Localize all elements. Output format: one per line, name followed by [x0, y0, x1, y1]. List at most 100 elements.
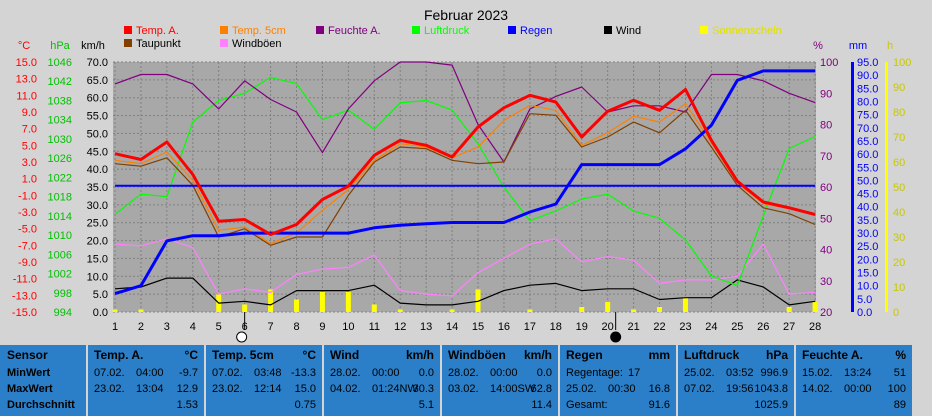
legend-label: Feuchte A. — [328, 25, 381, 37]
x-tick-label: 15 — [472, 321, 484, 333]
rain-max-value: 16.8 — [648, 383, 670, 395]
pressure-min-date: 25.02. — [684, 367, 715, 379]
y-tick-temp_c: -13.0 — [12, 290, 37, 302]
durchschnitt-label: Durchschnitt — [7, 399, 75, 411]
legend-swatch — [412, 26, 420, 34]
gust-max-time: 14:00SW — [490, 383, 536, 395]
y-tick-temp_c: 11.0 — [16, 90, 37, 102]
sunshine-bar — [319, 292, 325, 312]
temp-a-max-value: 12.9 — [176, 383, 198, 395]
temp-5cm-title: Temp. 5cm — [212, 348, 274, 362]
y-tick-temp_c: 7.0 — [22, 124, 37, 136]
temp-5cm-max-time: 12:14 — [254, 383, 282, 395]
new-moon-icon — [236, 331, 248, 343]
y-tick-wind_kmh: 5.0 — [93, 289, 108, 301]
pressure-max-date: 07.02. — [684, 383, 715, 395]
axis-unit-rain_mm: mm — [849, 40, 867, 52]
stats-pressure-box: Luftdruck hPa 25.02. 03:52 996.9 07.02. 19:5… — [678, 345, 794, 416]
temp-5cm-min-value: -13.3 — [290, 367, 316, 379]
sunshine-bar — [371, 304, 377, 312]
wind-max-value: 30.3 — [412, 383, 434, 395]
pressure-min-time: 03:52 — [726, 367, 754, 379]
y-tick-hpa: 1046 — [48, 57, 72, 69]
axis-unit-wind_kmh: km/h — [81, 40, 105, 52]
gust-min-time: 00:00 — [490, 367, 518, 379]
y-tick-sun_h: 0 — [893, 307, 899, 319]
series-feuchte-a- — [114, 61, 816, 163]
y-tick-sun_h: 70 — [893, 132, 905, 144]
weather-chart: Februar 2023 Temp. A. Temp. 5cm Feuchte A.… — [11, 7, 912, 343]
temp-5cm-min-time: 03:48 — [254, 367, 282, 379]
chart-title: Februar 2023 — [424, 7, 508, 23]
x-tick-label: 2 — [138, 321, 144, 333]
y-tick-wind_kmh: 65.0 — [87, 75, 108, 87]
y-tick-wind_kmh: 0.0 — [93, 307, 108, 319]
series-luftdruck — [114, 76, 816, 287]
y-tick-hpa: 1014 — [48, 211, 72, 223]
series-taupunkt — [114, 109, 816, 246]
y-tick-temp_c: 3.0 — [22, 157, 37, 169]
sunshine-bar — [345, 292, 351, 312]
x-tick-label: 5 — [216, 321, 222, 333]
humidity-max-time: 00:00 — [844, 383, 872, 395]
temp-5cm-max-date: 23.02. — [212, 383, 243, 395]
gust-min-value: 0.0 — [536, 367, 552, 379]
legend-label: Wind — [616, 25, 641, 37]
rain-axis-bar — [851, 62, 854, 312]
y-tick-hpa: 1042 — [48, 76, 72, 88]
humidity-min-date: 15.02. — [802, 367, 833, 379]
x-axis: 1234567891011121314151617181920212223242… — [112, 321, 821, 333]
y-tick-wind_kmh: 45.0 — [87, 146, 108, 158]
y-tick-rain_mm: 40.0 — [857, 202, 878, 214]
humidity-min-time: 13:24 — [844, 367, 872, 379]
humidity-title: Feuchte A. — [802, 348, 863, 362]
rain-days-label: Regentage: — [566, 367, 623, 379]
sunshine-bar — [268, 289, 274, 312]
sunshine-bar — [631, 309, 637, 312]
y-tick-hpa: 1038 — [48, 95, 72, 107]
y-tick-wind_kmh: 50.0 — [87, 128, 108, 140]
maxwert-label: MaxWert — [7, 383, 53, 395]
y-tick-rain_mm: 25.0 — [857, 241, 878, 253]
y-tick-humidity: 100 — [820, 57, 838, 69]
sunshine-bar — [138, 309, 144, 312]
y-tick-temp_c: 13.0 — [16, 74, 37, 86]
x-tick-label: 26 — [757, 321, 769, 333]
x-tick-label: 17 — [524, 321, 536, 333]
y-tick-rain_mm: 60.0 — [857, 149, 878, 161]
series-temp-a- — [114, 88, 816, 236]
x-tick-label: 16 — [498, 321, 510, 333]
stats-temp-a-box: Temp. A. °C 07.02. 04:00 -9.7 23.02. 13:04 12… — [88, 345, 204, 416]
x-tick-label: 11 — [369, 321, 380, 333]
x-tick-label: 3 — [164, 321, 170, 333]
humidity-max-date: 14.02. — [802, 383, 833, 395]
y-tick-rain_mm: 80.0 — [857, 96, 878, 108]
y-tick-hpa: 1006 — [48, 249, 72, 261]
pressure-avg-value: 1025.9 — [754, 399, 788, 411]
stats-humidity-box: Feuchte A.% 15.02. 13:24 51 14.02. 00:00 100… — [796, 345, 912, 416]
legend-label: Temp. A. — [136, 25, 179, 37]
series-windb-en — [114, 238, 816, 297]
y-tick-hpa: 1030 — [48, 134, 72, 146]
humidity-unit: % — [895, 348, 906, 362]
y-tick-wind_kmh: 70.0 — [87, 57, 108, 69]
y-tick-rain_mm: 50.0 — [857, 175, 878, 187]
legend-label: Taupunkt — [136, 38, 181, 50]
pressure-min-value: 996.9 — [760, 367, 788, 379]
y-tick-rain_mm: 35.0 — [857, 215, 878, 227]
wind-min-time: 00:00 — [372, 367, 400, 379]
rain-total-value: 91.6 — [648, 399, 670, 411]
y-tick-rain_mm: 85.0 — [857, 83, 878, 95]
gust-avg-value: 11.4 — [531, 399, 552, 411]
legend-swatch — [700, 26, 708, 34]
wind-max-date: 04.02. — [330, 383, 361, 395]
legend-label: Luftdruck — [424, 25, 470, 37]
x-tick-label: 7 — [268, 321, 274, 333]
temp-5cm-min-date: 07.02. — [212, 367, 243, 379]
x-tick-label: 22 — [653, 321, 665, 333]
x-tick-label: 12 — [394, 321, 406, 333]
y-tick-hpa: 1026 — [48, 153, 72, 165]
minwert-label: MinWert — [7, 367, 51, 379]
y-tick-rain_mm: 45.0 — [857, 189, 878, 201]
y-tick-rain_mm: 20.0 — [857, 254, 878, 266]
